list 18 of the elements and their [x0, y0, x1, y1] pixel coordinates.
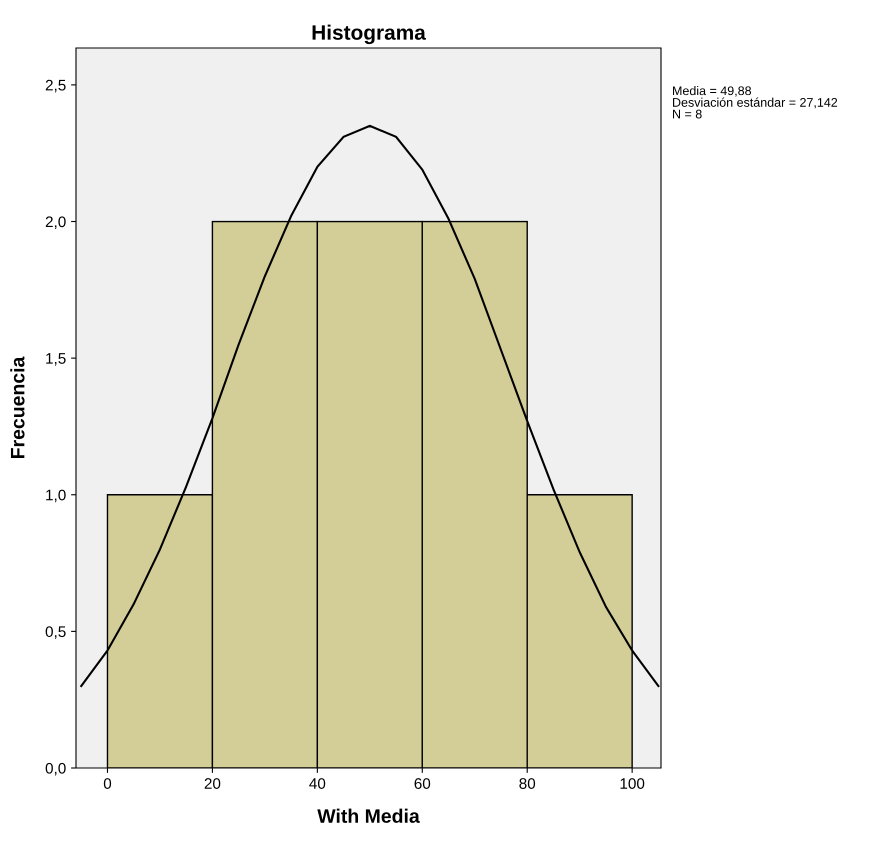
x-tick-label: 40 [309, 778, 326, 789]
y-tick-label: 0,0 [46, 762, 66, 776]
y-tick-label: 1,5 [46, 353, 66, 366]
y-tick-label: 1,0 [46, 490, 66, 502]
text: N = 8 [673, 110, 702, 118]
x-tick-label: 20 [204, 778, 220, 789]
y-axis-title: Frecuencia [10, 356, 25, 458]
text: Media = 49,88 [673, 86, 752, 97]
y-tick-label: 2,0 [46, 216, 66, 229]
chart-title: Histograma [312, 24, 426, 44]
y-tick-label: 0,5 [46, 626, 66, 639]
x-tick-label: 0 [104, 778, 112, 789]
text: Desviación estándar = 27,142 [673, 98, 838, 108]
y-tick-label: 2,5 [46, 80, 66, 92]
x-tick-label: 60 [414, 778, 430, 789]
x-tick-label: 100 [620, 778, 644, 789]
x-axis-title: With Media [317, 808, 420, 823]
x-tick-label: 80 [519, 778, 536, 789]
